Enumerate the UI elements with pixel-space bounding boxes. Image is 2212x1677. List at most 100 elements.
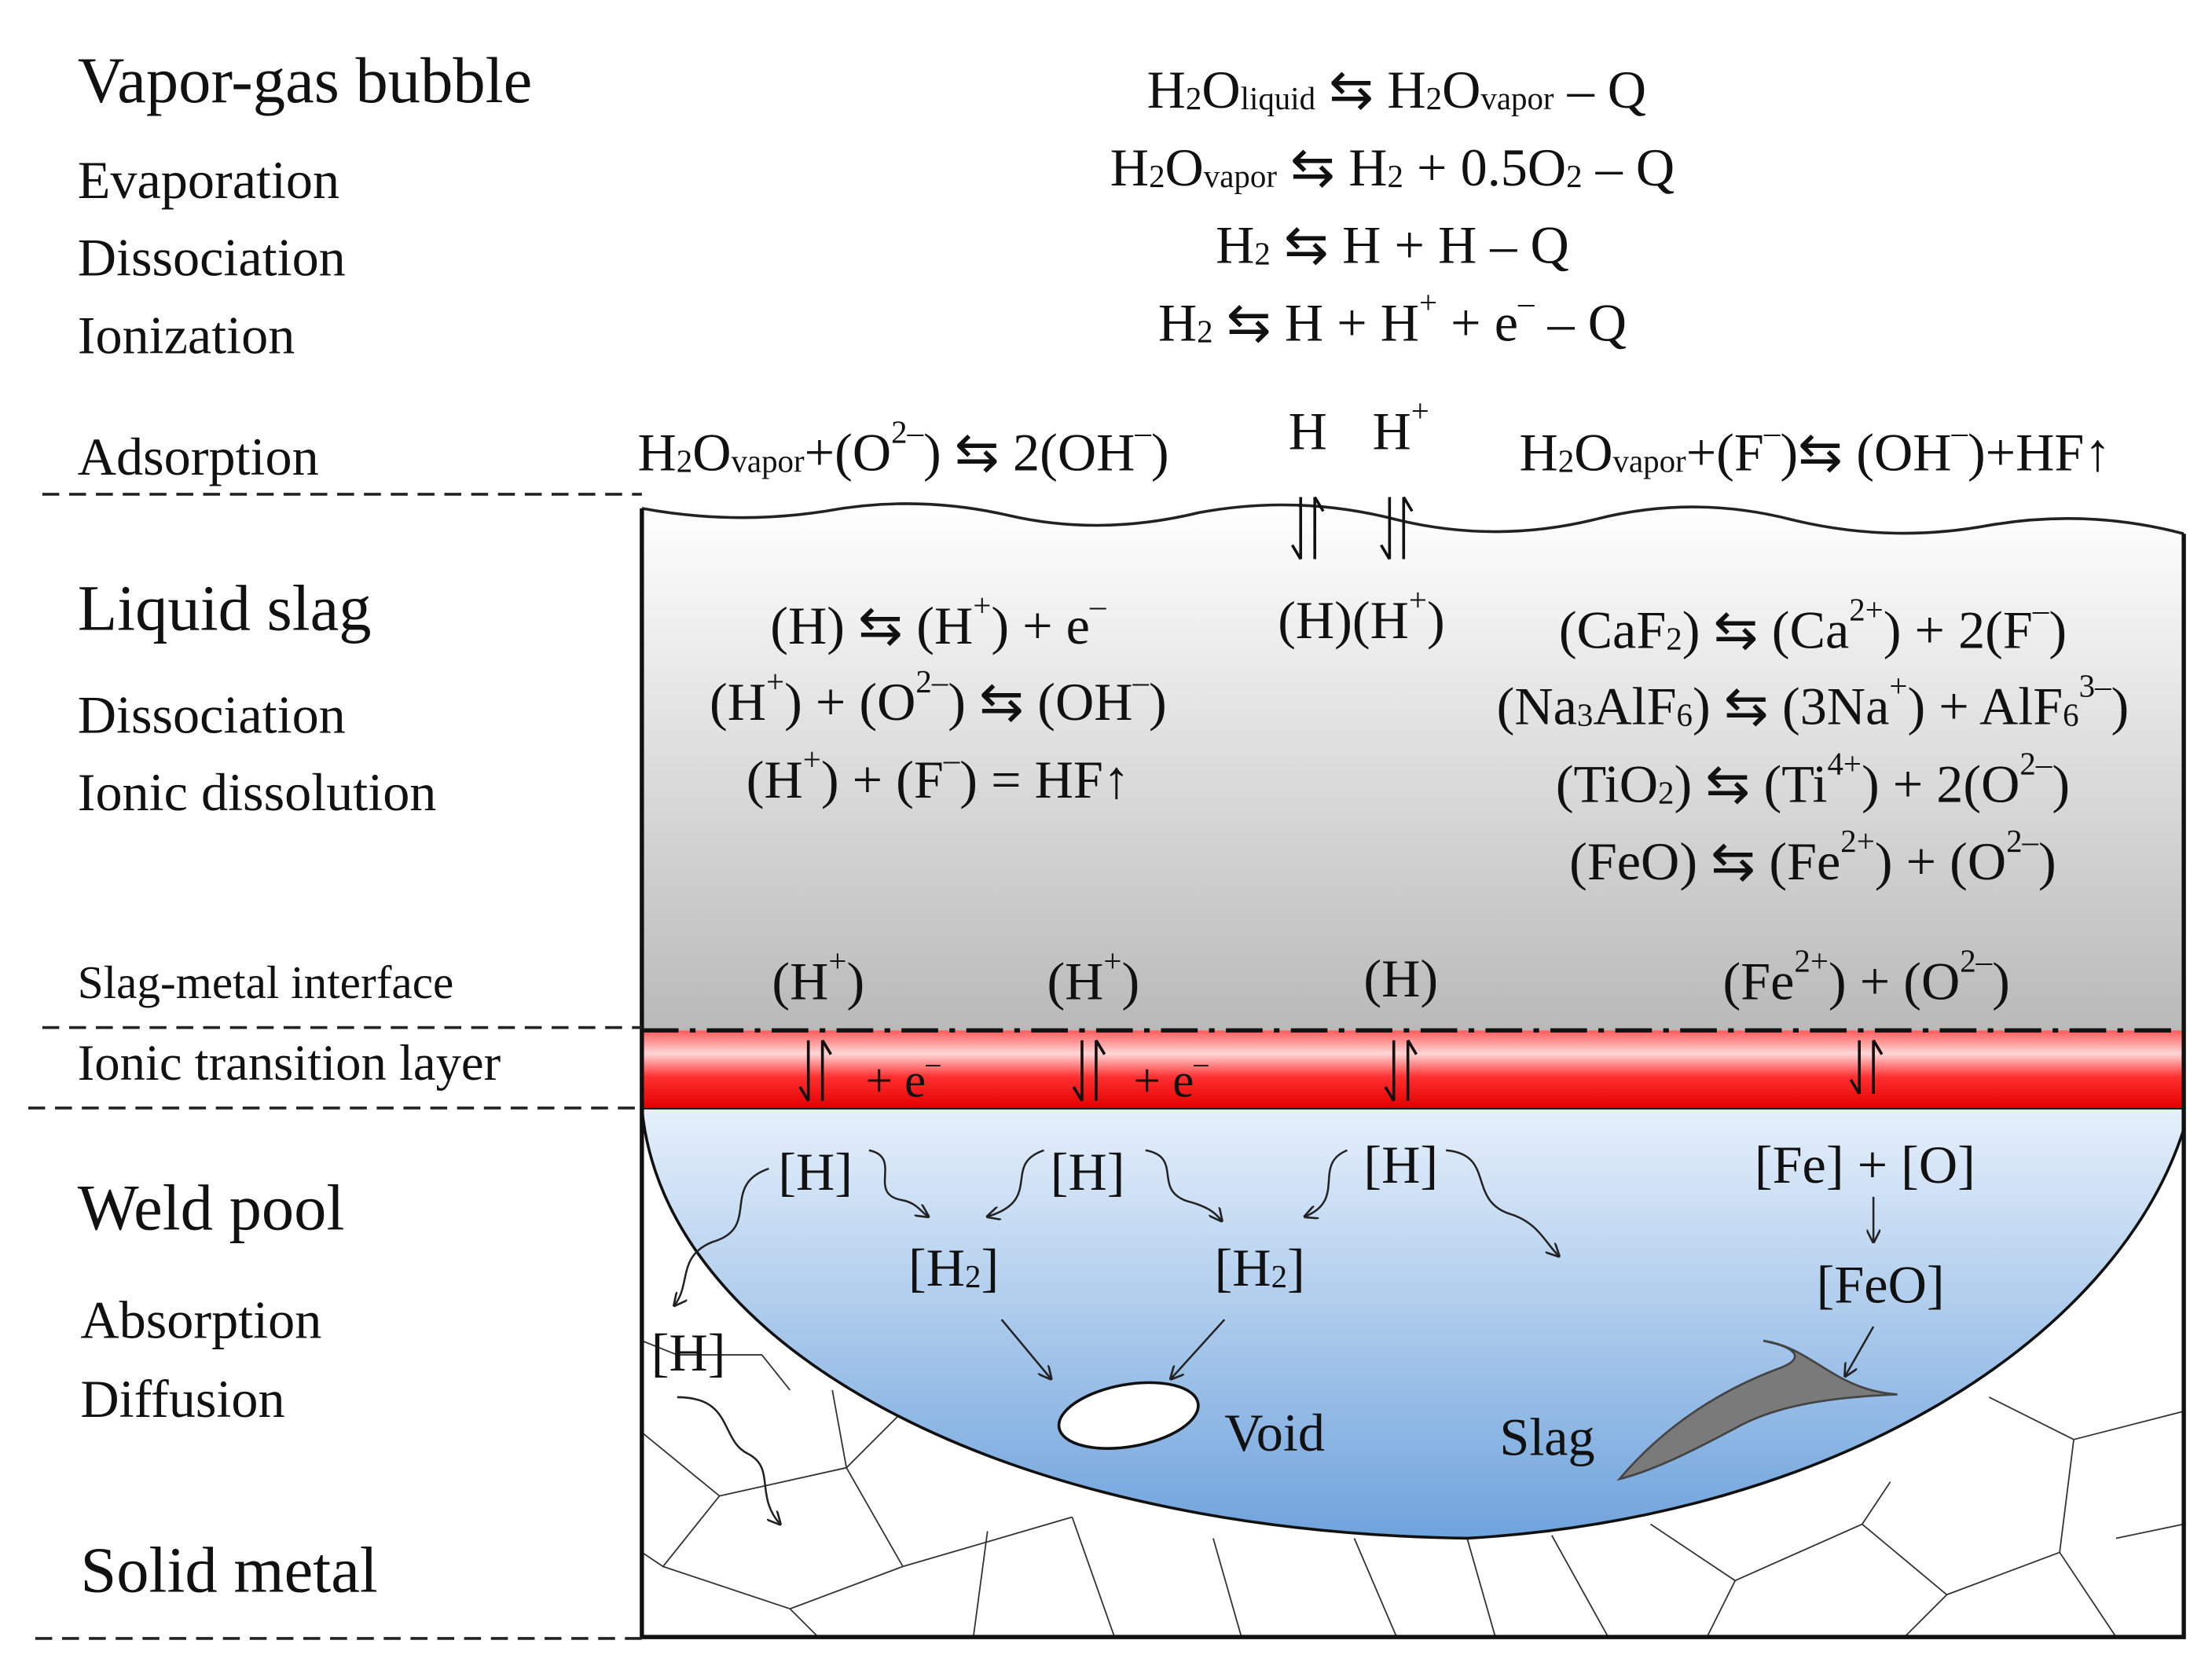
formula-part: [H] bbox=[1051, 1142, 1125, 1202]
formula-part: ] bbox=[981, 1238, 999, 1297]
formula-part: O bbox=[1574, 422, 1612, 482]
stage-label: Slag-metal interface bbox=[78, 956, 454, 1008]
subscript: 2 bbox=[965, 1259, 981, 1294]
stage-label: Solid metal bbox=[80, 1534, 377, 1606]
formula-part: – Q bbox=[1554, 60, 1646, 119]
formula-part: ) bbox=[1122, 952, 1140, 1011]
subscript: 2 bbox=[1426, 81, 1442, 116]
formula: + e– bbox=[1134, 1046, 1209, 1107]
arrow-down bbox=[1072, 1040, 1084, 1102]
superscript: 2+ bbox=[1849, 593, 1884, 628]
formula-part: + e bbox=[1134, 1055, 1194, 1108]
formula-part: ⇆ H + H – Q bbox=[1271, 215, 1569, 275]
formula-part: H bbox=[1158, 292, 1197, 352]
formula-part: [H] bbox=[651, 1323, 726, 1382]
arrow-up bbox=[1406, 1039, 1418, 1101]
formula-part: ) ⇆ (Ti bbox=[1675, 754, 1828, 813]
superscript: – bbox=[1089, 588, 1106, 623]
formula-part: H bbox=[1520, 422, 1558, 482]
formula: (H+) + (F–) = HF↑ bbox=[747, 742, 1130, 809]
subscript: 2 bbox=[1558, 443, 1574, 479]
formula-part: H bbox=[1147, 60, 1186, 119]
formula-part: (H) ⇆ (H bbox=[770, 596, 973, 655]
stage-label: Ionization bbox=[78, 305, 295, 365]
formula: (FeO) ⇆ (Fe2+) + (O2–) bbox=[1569, 824, 2056, 891]
exchange-arrow bbox=[1072, 1039, 1106, 1102]
subscript: vapor bbox=[1204, 159, 1278, 194]
formula: (H)(H+) bbox=[1278, 582, 1445, 650]
weld-pool bbox=[640, 1106, 2185, 1540]
formula: [Fe] + [O] bbox=[1755, 1135, 1975, 1194]
arrow-up bbox=[1313, 496, 1325, 560]
subscript: 2 bbox=[1197, 314, 1212, 349]
formula-part: ⇆ H + H bbox=[1213, 292, 1419, 352]
formula: H2 ⇆ H + H+ + e– – Q bbox=[1158, 284, 1627, 352]
arrow-up bbox=[820, 1039, 832, 1101]
formula-part: (H) bbox=[1363, 949, 1438, 1008]
formula: (TiO2) ⇆ (Ti4+) + 2(O2–) bbox=[1556, 747, 2070, 814]
formula: [FeO] bbox=[1817, 1255, 1945, 1315]
formula: (H+) + (O2–) ⇆ (OH–) bbox=[710, 664, 1167, 732]
formula-part: ) bbox=[1992, 952, 2010, 1011]
formula-part: O bbox=[1165, 138, 1204, 197]
stage-label: Dissociation bbox=[78, 228, 346, 288]
liquid-slag bbox=[641, 503, 2184, 1031]
superscript: + bbox=[1889, 669, 1907, 704]
formula: (Na3AlF6) ⇆ (3Na+) + AlF63–) bbox=[1497, 669, 2129, 736]
subscript: 2 bbox=[1658, 775, 1674, 810]
formula-part: ) + (O bbox=[784, 672, 915, 732]
subscript: 2 bbox=[1566, 159, 1582, 194]
formula-part: H bbox=[1289, 402, 1327, 461]
formula-part: ) + (F bbox=[821, 750, 944, 809]
ionic-transition-layer bbox=[641, 1030, 2184, 1108]
formula: [H2] bbox=[908, 1238, 999, 1297]
superscript: – bbox=[1132, 664, 1150, 699]
formula-part: ) + 2(O bbox=[1862, 754, 2019, 813]
formula-part: ) + (O bbox=[1875, 831, 2006, 891]
formula: H2 ⇆ H + H – Q bbox=[1216, 215, 1569, 275]
formula: (H) bbox=[1363, 949, 1438, 1008]
slag-label: Slag bbox=[1499, 1407, 1594, 1467]
formula-part: ) bbox=[2052, 754, 2070, 813]
subscript: 6 bbox=[2063, 698, 2078, 733]
superscript: + bbox=[803, 742, 821, 777]
arrows bbox=[674, 1149, 1873, 1525]
stage-label: Diffusion bbox=[80, 1369, 284, 1429]
formula: H+ bbox=[1373, 394, 1429, 461]
superscript: + bbox=[973, 588, 991, 623]
formula: H2Ovapor+(F–)⇆ (OH–)+HF↑ bbox=[1520, 415, 2111, 483]
formula-part: ) bbox=[1149, 672, 1167, 732]
formula-part: ) ⇆ (Ca bbox=[1682, 600, 1849, 660]
formula-part: ⇆ H bbox=[1315, 60, 1426, 119]
formula-part: ) + 2(F bbox=[1884, 600, 2033, 660]
formula-part: ) + AlF bbox=[1907, 677, 2063, 736]
superscript: 2– bbox=[1960, 944, 1992, 979]
formula-part: +(F bbox=[1686, 422, 1764, 482]
superscript: 2– bbox=[2019, 747, 2052, 782]
formula-part: ) ⇆ (3Na bbox=[1693, 677, 1889, 736]
formula-part: O bbox=[1442, 60, 1480, 119]
superscript: + bbox=[1419, 284, 1437, 320]
formula-part: (Na bbox=[1497, 677, 1577, 736]
subscript: 6 bbox=[1677, 698, 1693, 733]
formula-part: AlF bbox=[1593, 677, 1676, 736]
formula: [H2] bbox=[1215, 1238, 1305, 1297]
arrow-up bbox=[1872, 1039, 1884, 1094]
formula-part: [H bbox=[908, 1238, 965, 1297]
subscript: 2 bbox=[1271, 1259, 1287, 1294]
formula-part: [Fe] + [O] bbox=[1755, 1135, 1975, 1194]
formula-part: (H bbox=[710, 672, 766, 732]
formula-part: [H] bbox=[778, 1142, 853, 1202]
subscript: vapor bbox=[1480, 81, 1554, 116]
subscript: 3 bbox=[1577, 698, 1593, 733]
stage-label: Weld pool bbox=[78, 1171, 345, 1243]
stage-label: Adsorption bbox=[78, 427, 319, 486]
exchange-arrow bbox=[1384, 1039, 1418, 1102]
formula-part: ) bbox=[2038, 831, 2056, 891]
formula: H2Oliquid ⇆ H2Ovapor – Q bbox=[1147, 60, 1646, 119]
formula-part: ) = HF↑ bbox=[959, 750, 1130, 809]
exchange-arrow bbox=[1290, 496, 1325, 560]
formula-part: ) bbox=[846, 952, 864, 1011]
superscript: – bbox=[1193, 1046, 1209, 1078]
